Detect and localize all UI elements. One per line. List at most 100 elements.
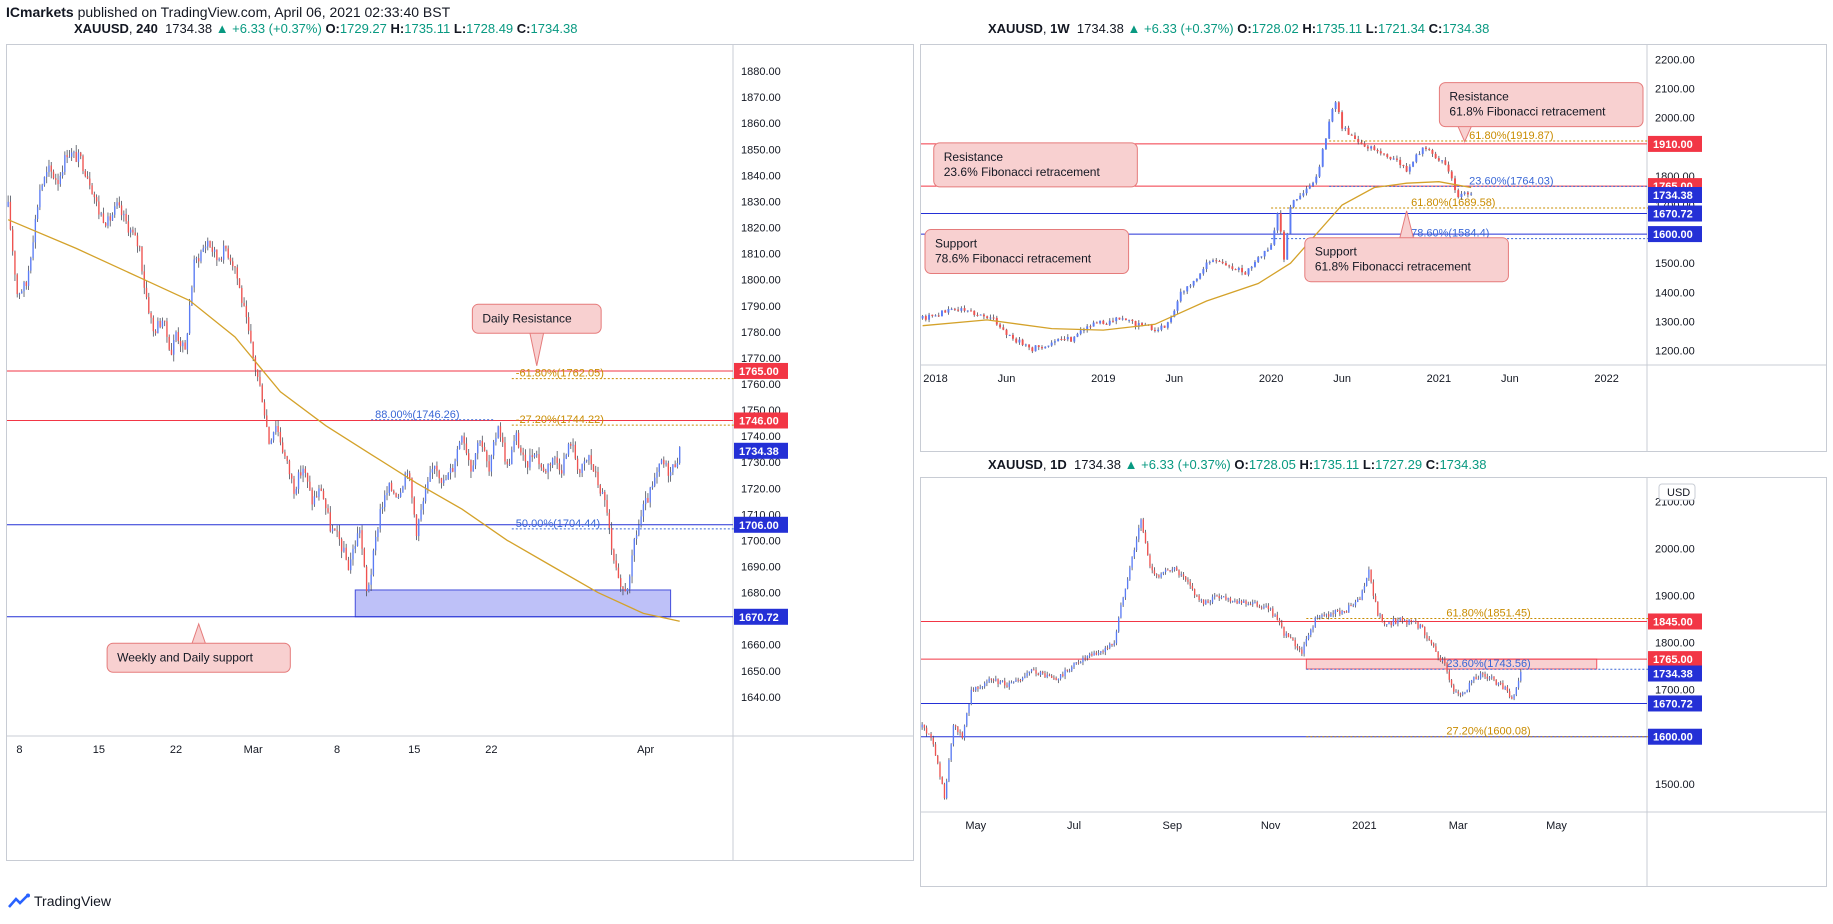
candle-body [963, 725, 966, 738]
candle-body [1008, 682, 1010, 687]
price-change: ▲ +6.33 (+0.37%) [215, 21, 322, 36]
candle-body [1156, 574, 1158, 576]
publish-header: ICmarkets published on TradingView.com, … [6, 4, 450, 20]
weekly-chart-canvas[interactable]: 2200.002100.002000.001900.001800.001700.… [921, 45, 1827, 452]
candle-body [941, 776, 943, 785]
candle-body [1162, 571, 1165, 574]
candle-body [1386, 624, 1388, 626]
candle-body [397, 496, 400, 498]
y-tick-label: 1640.00 [741, 692, 781, 704]
candle-body [1431, 149, 1434, 154]
candle-body [1057, 338, 1060, 342]
tradingview-brand[interactable]: TradingView [8, 893, 111, 909]
weekly-chart-pane[interactable]: 2200.002100.002000.001900.001800.001700.… [920, 44, 1827, 452]
candle-body [27, 270, 30, 286]
price-axis-tag-label: 1910.00 [1653, 139, 1693, 151]
x-tick-label: Sep [1163, 820, 1183, 832]
candle-body [1379, 151, 1382, 154]
candle-body [263, 402, 266, 416]
candle-body [329, 512, 331, 532]
candle-body [456, 449, 459, 462]
candle-body [445, 479, 447, 481]
candle-body [1237, 268, 1240, 270]
y-tick-label: 1300.00 [1655, 316, 1695, 328]
candle-body [415, 514, 418, 537]
candle-body [395, 493, 397, 497]
candle-body [1412, 161, 1415, 167]
candle-body [1453, 685, 1455, 692]
candle-body [350, 559, 352, 571]
candle-body [1169, 570, 1171, 572]
candle-body [245, 305, 248, 318]
publisher-name[interactable]: ICmarkets [6, 4, 74, 20]
candle-body [184, 342, 186, 350]
candle-body [188, 305, 191, 334]
daily-chart-canvas[interactable]: 2100.002000.001900.001800.001700.001600.… [921, 478, 1827, 887]
candle-body [100, 213, 102, 215]
candle-body [1026, 672, 1028, 677]
candle-body [225, 245, 227, 249]
candle-body [1292, 200, 1295, 208]
x-tick-label: May [1546, 820, 1567, 832]
daily-chart-pane[interactable]: 2100.002000.001900.001800.001700.001600.… [920, 477, 1827, 887]
last-price-tag [1648, 186, 1702, 203]
candle-body [999, 324, 1002, 328]
candle-body [241, 287, 243, 303]
candle-body [449, 468, 452, 473]
candle-body [318, 488, 320, 497]
candle-body [928, 314, 931, 320]
candle-body [145, 287, 148, 298]
h4-chart-pane[interactable]: 1880.00 1870.00 1860.00 1850.00 1840.00 1830.… [6, 44, 914, 861]
candle-body [1157, 329, 1160, 332]
candle-body [1373, 146, 1376, 150]
candle-body [1495, 679, 1497, 685]
candle-body [601, 491, 604, 494]
x-tick-label: Jun [1333, 373, 1351, 385]
candle-body [300, 472, 302, 476]
timeframe-label: 1D [1050, 457, 1067, 472]
candle-body [132, 229, 134, 233]
candle-body [1357, 138, 1360, 143]
candle-body [1270, 244, 1273, 250]
candle-body [275, 426, 277, 432]
candle-body [316, 496, 318, 498]
candle-body [125, 213, 127, 222]
candle-body [1063, 339, 1066, 341]
candle-body [393, 490, 395, 494]
candle-body [325, 499, 327, 509]
candle-body [990, 678, 993, 680]
candle-body [953, 308, 956, 310]
candle-body [1100, 651, 1102, 654]
candle-body [981, 686, 984, 688]
candle-body [1350, 134, 1353, 136]
candle-body [1084, 657, 1086, 659]
currency-unit-box [1658, 483, 1696, 501]
candle-body [595, 471, 597, 473]
candle-body [667, 463, 670, 476]
price-change: ▲ +6.33 (+0.37%) [1124, 457, 1231, 472]
y-tick-label: 1740.00 [741, 431, 781, 443]
candle-body [968, 704, 970, 714]
candle-body [9, 201, 12, 230]
candle-body [1296, 646, 1299, 649]
candle-body [658, 463, 660, 473]
candle-body [23, 282, 25, 292]
candle-body [1028, 344, 1031, 348]
candle-body [291, 474, 293, 479]
candle-body [561, 470, 563, 474]
candle-body [1402, 165, 1405, 167]
candle-body [934, 315, 937, 317]
candle-body [1241, 268, 1244, 273]
candle-body [1381, 614, 1383, 623]
x-tick-label: May [965, 820, 986, 832]
candle-body [1357, 598, 1359, 603]
candle-body [488, 461, 490, 472]
candle-body [1274, 614, 1276, 617]
x-tick-label: 8 [16, 744, 22, 756]
candle-body [1075, 662, 1077, 664]
y-tick-label: 1760.00 [741, 379, 781, 391]
h4-chart-canvas[interactable]: 1880.00 1870.00 1860.00 1850.00 1840.00 1830.… [7, 45, 914, 861]
candle-body [1057, 678, 1060, 681]
callout-text: Weekly and Daily support [117, 650, 254, 664]
candle-body [218, 258, 220, 261]
